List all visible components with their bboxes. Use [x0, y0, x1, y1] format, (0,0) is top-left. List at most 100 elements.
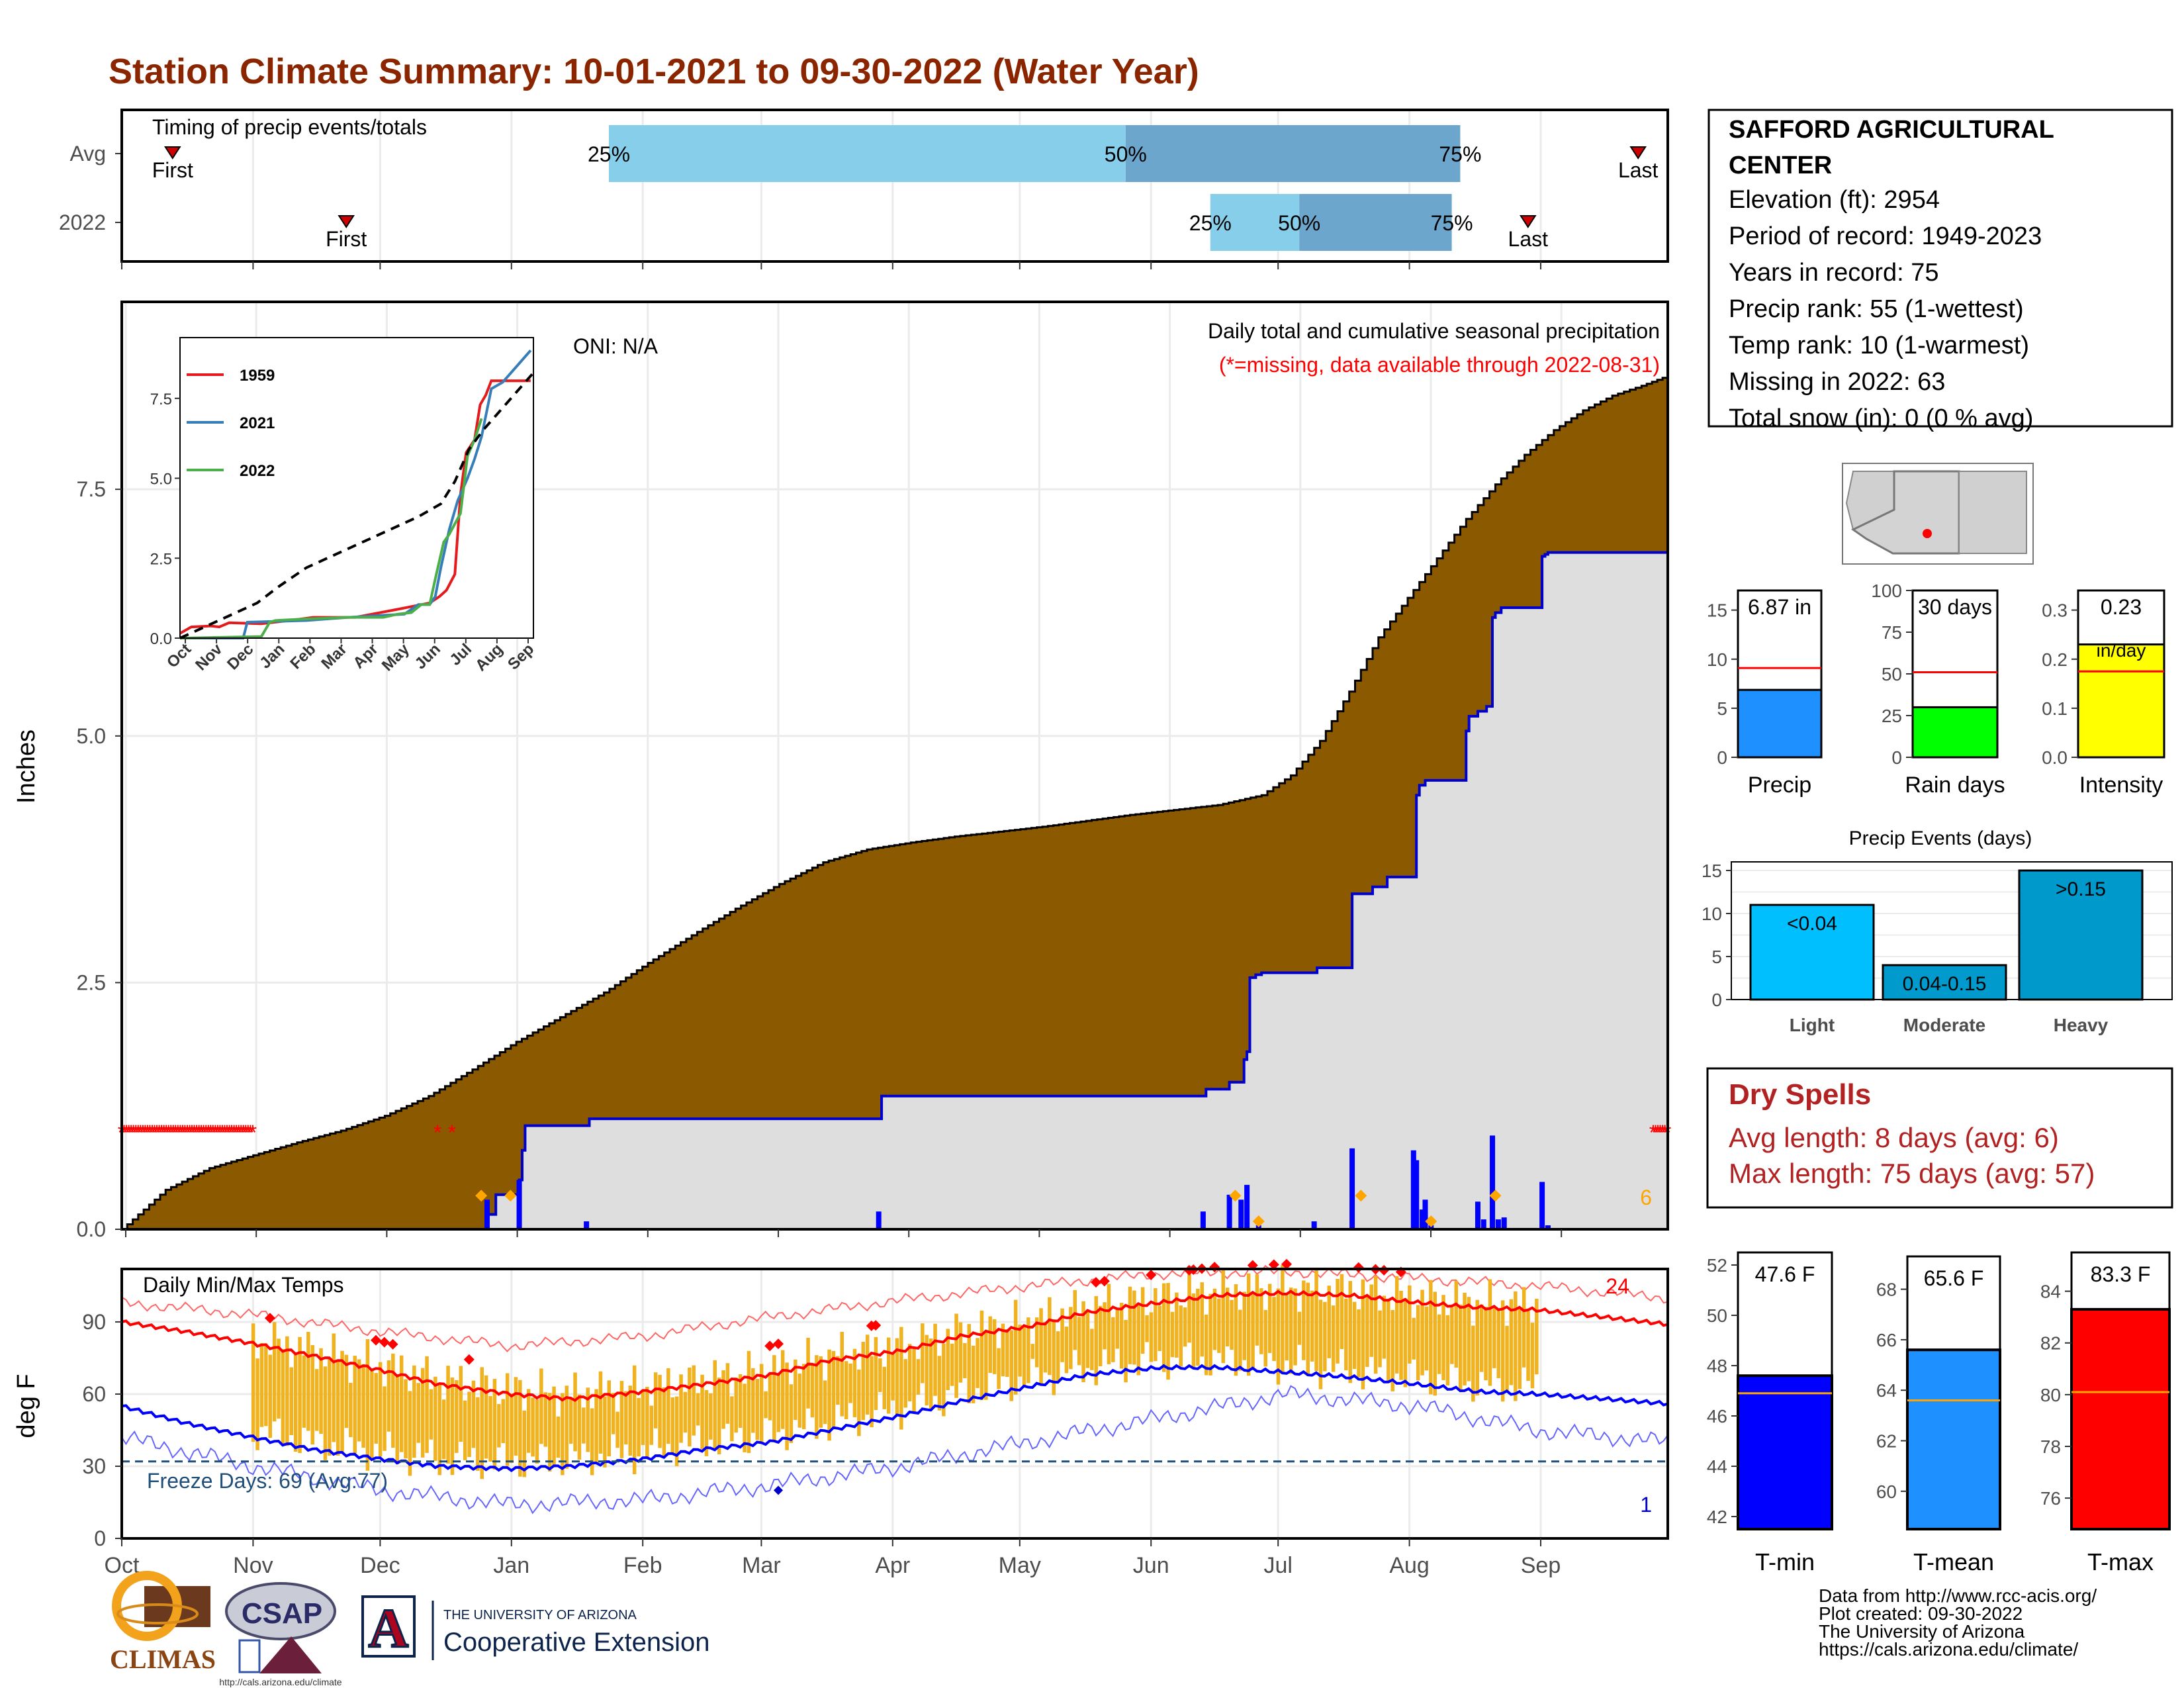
temp-daily-range-bar	[1161, 1283, 1166, 1372]
mini-bar-y-tick-label: 15	[1707, 600, 1727, 621]
temp-daily-range-bar	[1518, 1308, 1522, 1389]
precip-missing-marker: *	[228, 1121, 236, 1145]
events-category-label: Heavy	[2054, 1015, 2109, 1035]
precip-missing-marker: *	[433, 1121, 441, 1145]
dry-spells-max: Max length: 75 days (avg: 57)	[1729, 1158, 2095, 1189]
temp-daily-range-bar	[492, 1378, 497, 1470]
temp-daily-range-bar	[471, 1380, 476, 1448]
precip-missing-marker: *	[218, 1121, 226, 1145]
temp-daily-range-bar	[293, 1353, 298, 1452]
temp-daily-range-bar	[1115, 1309, 1119, 1349]
temp-daily-range-bar	[1175, 1292, 1179, 1358]
temp-daily-range-bar	[1179, 1305, 1183, 1367]
precip-missing-marker: *	[223, 1121, 231, 1145]
inset-legend-label: 2021	[240, 414, 275, 432]
temp-daily-range-bar	[607, 1380, 611, 1457]
precip-missing-marker: *	[150, 1121, 158, 1145]
inset-y-tick-label: 0.0	[150, 630, 172, 648]
temp-record-high-marker	[870, 1320, 882, 1331]
temp-daily-range-bar	[692, 1365, 696, 1436]
events-bar-label: <0.04	[1787, 913, 1837, 935]
temp-daily-range-bar	[1196, 1288, 1200, 1366]
temp-daily-range-bar	[611, 1393, 615, 1434]
temp-daily-range-bar	[1154, 1288, 1158, 1362]
precip-missing-marker: *	[124, 1121, 132, 1145]
temp-daily-range-bar	[259, 1342, 264, 1427]
month-label: Jun	[1133, 1553, 1169, 1578]
temp-daily-range-bar	[903, 1359, 907, 1408]
precip-daily-bar	[1539, 1182, 1545, 1229]
temp-daily-range-bar	[1509, 1299, 1514, 1385]
temp-daily-range-bar	[437, 1385, 441, 1476]
temp-daily-range-bar	[785, 1362, 789, 1450]
precip-missing-marker: *	[141, 1121, 149, 1145]
temp-daily-range-bar	[734, 1378, 738, 1433]
station-info-line: Total snow (in): 0 (0 % avg)	[1729, 404, 2033, 432]
temp-daily-range-bar	[446, 1366, 450, 1464]
inset-y-tick-label: 2.5	[150, 550, 172, 568]
temp-daily-range-bar	[950, 1343, 954, 1386]
temp-daily-range-bar	[1514, 1291, 1518, 1401]
precip-missing-marker: *	[174, 1121, 182, 1145]
month-label: Nov	[233, 1553, 273, 1578]
temp-daily-range-bar	[1107, 1284, 1111, 1364]
temp-daily-range-bar	[628, 1385, 632, 1456]
temp-daily-range-bar	[1043, 1322, 1048, 1373]
temp-daily-range-bar	[1039, 1308, 1043, 1385]
mini-bar-y-tick-label: 0.2	[2042, 649, 2068, 670]
month-label: Feb	[623, 1553, 662, 1578]
temp-daily-range-bar	[1073, 1289, 1077, 1350]
temp-daily-range-bar	[768, 1374, 772, 1421]
temp-daily-range-bar	[743, 1383, 747, 1452]
temp-record-high-marker	[379, 1336, 390, 1348]
precip-obs-cumulative-area	[122, 551, 1668, 1229]
month-label: May	[999, 1553, 1041, 1578]
credits: Data from http://www.rcc-acis.org/Plot c…	[1819, 1585, 2097, 1660]
temp-bar-T-mean	[1906, 1348, 2001, 1531]
temp-daily-range-bar	[882, 1366, 886, 1409]
temp-daily-range-bar	[874, 1336, 878, 1411]
precip-daily-bar	[1410, 1150, 1416, 1229]
station-info-box: SAFFORD AGRICULTURAL CENTER Elevation (ft)…	[1707, 109, 2173, 432]
precip-avg-cumulative-edge	[122, 375, 1669, 1231]
temp-daily-range-bar	[416, 1383, 420, 1443]
temp-daily-range-bar	[1479, 1304, 1484, 1372]
temp-daily-range-bar	[1492, 1307, 1496, 1368]
mini-bar-value-Precip: 6.87 in	[1748, 595, 1811, 619]
timing-label-50: 50%	[1278, 211, 1320, 235]
events-category-label: Moderate	[1903, 1015, 1985, 1035]
temp-daily-range-bar	[1463, 1292, 1467, 1385]
temp-daily-range-bar	[1352, 1301, 1357, 1369]
temp-daily-range-bar	[565, 1385, 569, 1469]
events-y-tick-label: 0	[1711, 990, 1722, 1010]
precip-y-tick-label: 0.0	[77, 1217, 106, 1241]
timing-title: Timing of precip events/totals	[152, 115, 427, 139]
precip-missing-marker: *	[164, 1121, 172, 1145]
timing-bar-25-50	[609, 125, 1126, 182]
precip-missing-marker: *	[225, 1121, 233, 1145]
temp-daily-range-bar	[1158, 1305, 1161, 1351]
station-name-line2: CENTER	[1729, 152, 1832, 179]
temp-daily-range-bar	[573, 1372, 577, 1452]
temp-daily-range-bar	[1394, 1276, 1399, 1374]
temp-daily-range-bar	[670, 1397, 674, 1455]
temp-record-high-marker	[371, 1335, 381, 1346]
temp-daily-range-bar	[1103, 1302, 1107, 1350]
ua-logo-block	[361, 1595, 416, 1658]
temp-record-high-marker	[387, 1338, 398, 1350]
station-info-line: Years in record: 75	[1729, 259, 1939, 287]
precip-missing-marker: *	[1649, 1121, 1657, 1145]
temp-daily-range-bar	[1361, 1279, 1365, 1389]
temp-daily-range-bar	[302, 1355, 306, 1428]
temp-bar-y-tick-label: 62	[1876, 1430, 1897, 1451]
temp-daily-range-bar	[852, 1348, 857, 1418]
precip-missing-marker: *	[158, 1121, 165, 1145]
temp-daily-range-bar	[725, 1363, 730, 1424]
temp-daily-range-bar	[976, 1338, 979, 1388]
temp-bar-y-tick-label: 46	[1707, 1406, 1727, 1427]
temp-daily-range-bar	[319, 1348, 323, 1434]
precip-missing-marker: *	[199, 1121, 207, 1145]
temp-daily-range-bar	[598, 1371, 603, 1454]
mini-bar-y-tick-label: 25	[1882, 706, 1902, 726]
temp-daily-range-bar	[383, 1386, 387, 1451]
